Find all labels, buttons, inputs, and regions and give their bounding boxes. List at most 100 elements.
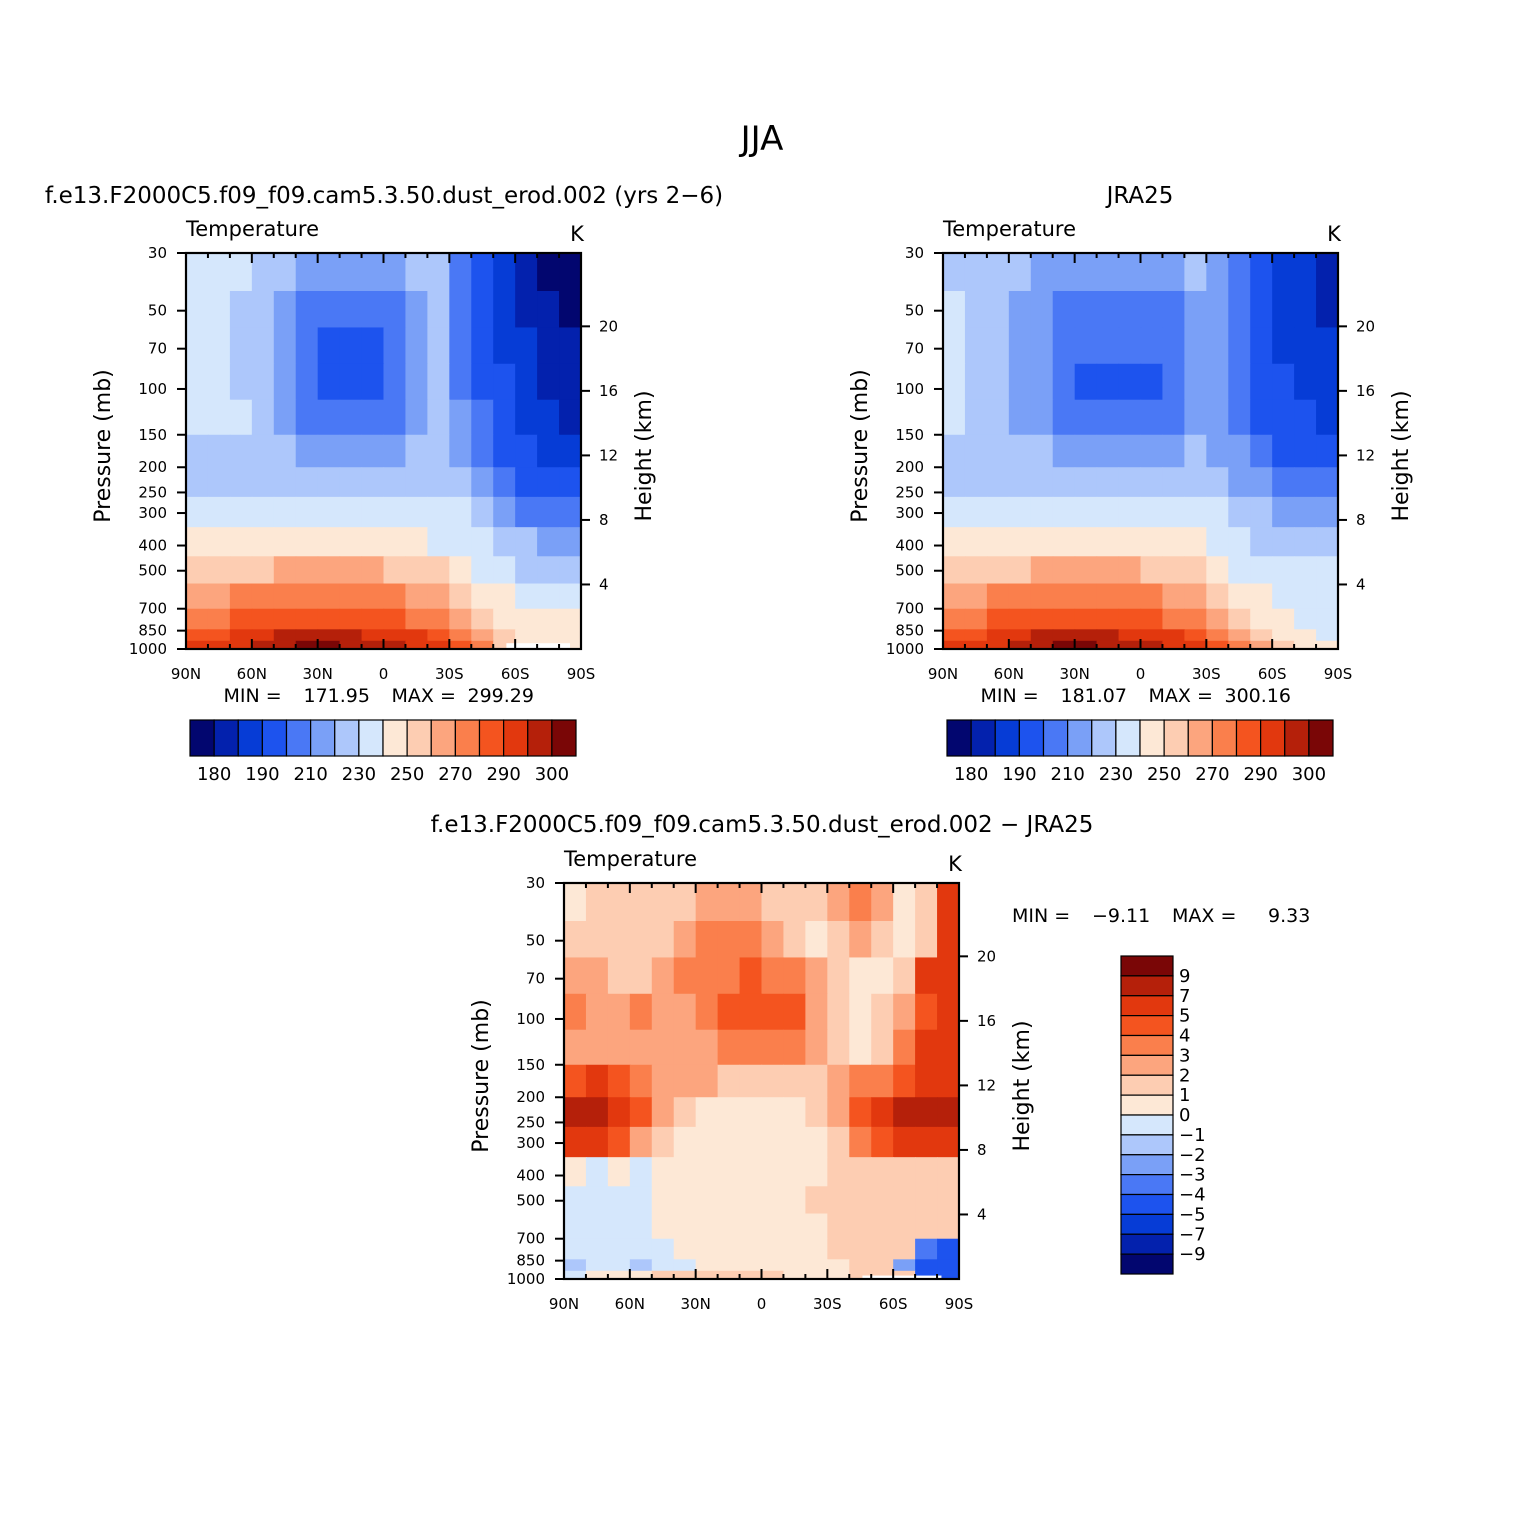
field-cell bbox=[964, 629, 988, 642]
field-cell bbox=[1052, 527, 1076, 557]
field-cell bbox=[871, 1157, 894, 1187]
field-cell bbox=[273, 327, 297, 365]
field-cell bbox=[515, 527, 538, 557]
colorbar-swatch bbox=[994, 719, 1020, 757]
field-cell bbox=[827, 1126, 850, 1158]
field-cell bbox=[717, 957, 741, 995]
colorbar-swatch bbox=[1091, 719, 1117, 757]
field-cell bbox=[339, 363, 363, 401]
field-cell bbox=[449, 434, 472, 468]
field-cell bbox=[805, 883, 828, 922]
field-cell bbox=[1294, 327, 1317, 365]
field-cell bbox=[339, 291, 363, 329]
y-tick-label: 50 bbox=[905, 302, 924, 320]
field-cell bbox=[186, 527, 209, 557]
field-cell bbox=[361, 608, 385, 630]
field-cell bbox=[405, 556, 428, 585]
y-tick-label: 200 bbox=[895, 458, 924, 476]
field-cell bbox=[986, 527, 1010, 557]
field-cell bbox=[317, 640, 341, 650]
field-cell bbox=[273, 556, 297, 585]
colorbar-swatch bbox=[310, 719, 336, 757]
field-cell bbox=[1272, 467, 1295, 498]
field-cell bbox=[317, 583, 341, 610]
field-cell bbox=[405, 291, 428, 329]
field-cell bbox=[1118, 363, 1142, 401]
field-cell bbox=[207, 608, 231, 630]
field-cell bbox=[1052, 608, 1076, 630]
colorbar-label: −4 bbox=[1179, 1185, 1206, 1206]
field-cell bbox=[964, 434, 988, 468]
field-cell bbox=[673, 1157, 697, 1187]
field-cell bbox=[1052, 434, 1076, 468]
x-tick-label: 90S bbox=[567, 665, 596, 683]
field-cell bbox=[695, 921, 719, 959]
field-cell bbox=[761, 1213, 785, 1240]
field-cell bbox=[1052, 467, 1076, 498]
field-cell bbox=[471, 527, 494, 557]
field-cell bbox=[986, 496, 1010, 528]
field-cell bbox=[893, 1238, 916, 1260]
min-label: MIN = bbox=[1012, 905, 1070, 927]
right-tick-label: 4 bbox=[1356, 575, 1366, 593]
field-cell bbox=[915, 1157, 938, 1187]
field-cell bbox=[1008, 327, 1032, 365]
field-cell bbox=[1250, 363, 1273, 401]
field-cell bbox=[186, 556, 209, 585]
field-cell bbox=[986, 608, 1010, 630]
field-cell bbox=[607, 921, 631, 959]
max-label: MAX = bbox=[1172, 905, 1236, 927]
colorbar-swatch bbox=[1115, 719, 1141, 757]
field-cell bbox=[207, 583, 231, 610]
field-cell bbox=[317, 527, 341, 557]
field-cell bbox=[1316, 556, 1339, 585]
field-cell bbox=[849, 957, 872, 995]
y-tick-label: 200 bbox=[138, 458, 167, 476]
field-cell bbox=[273, 608, 297, 630]
field-cell bbox=[1228, 640, 1251, 650]
field-cell bbox=[186, 253, 209, 292]
field-cell bbox=[585, 1029, 609, 1066]
field-cell bbox=[537, 608, 560, 630]
field-cell bbox=[695, 1186, 719, 1215]
y-tick-label: 100 bbox=[895, 380, 924, 398]
field-cell bbox=[1272, 327, 1295, 365]
field-cell bbox=[493, 327, 516, 365]
field-cell bbox=[471, 583, 494, 610]
field-cell bbox=[1250, 399, 1273, 436]
field-cell bbox=[893, 1126, 916, 1158]
field-cell bbox=[739, 921, 763, 959]
field-cell bbox=[585, 1213, 609, 1240]
field-cell bbox=[1316, 467, 1339, 498]
field-cell bbox=[493, 434, 516, 468]
field-cell bbox=[986, 327, 1010, 365]
field-cell bbox=[1118, 583, 1142, 610]
field-cell bbox=[827, 1064, 850, 1098]
field-cell bbox=[739, 993, 763, 1031]
x-tick-label: 90S bbox=[1324, 665, 1353, 683]
field-cell bbox=[986, 583, 1010, 610]
field-cell bbox=[405, 629, 428, 642]
field-cell bbox=[783, 1029, 806, 1066]
field-cell bbox=[1162, 608, 1185, 630]
field-cell bbox=[339, 629, 363, 642]
field-cell bbox=[427, 527, 450, 557]
field-cell bbox=[893, 1029, 916, 1066]
min-value: 171.95 bbox=[304, 685, 370, 707]
x-tick-label: 30S bbox=[435, 665, 464, 683]
field-cell bbox=[849, 1186, 872, 1215]
colorbar-swatch bbox=[1308, 719, 1334, 757]
field-cell bbox=[207, 434, 231, 468]
field-cell bbox=[339, 583, 363, 610]
field-cell bbox=[964, 640, 988, 650]
field-cell bbox=[1008, 399, 1032, 436]
colorbar-swatch bbox=[1120, 1094, 1174, 1116]
field-cell bbox=[1074, 399, 1098, 436]
max-label: MAX = bbox=[392, 685, 456, 707]
field-cell bbox=[1250, 253, 1273, 292]
field-cell bbox=[273, 467, 297, 498]
field-cell bbox=[273, 363, 297, 401]
field-cell bbox=[651, 1157, 675, 1187]
field-cell bbox=[383, 527, 407, 557]
field-cell bbox=[515, 496, 538, 528]
